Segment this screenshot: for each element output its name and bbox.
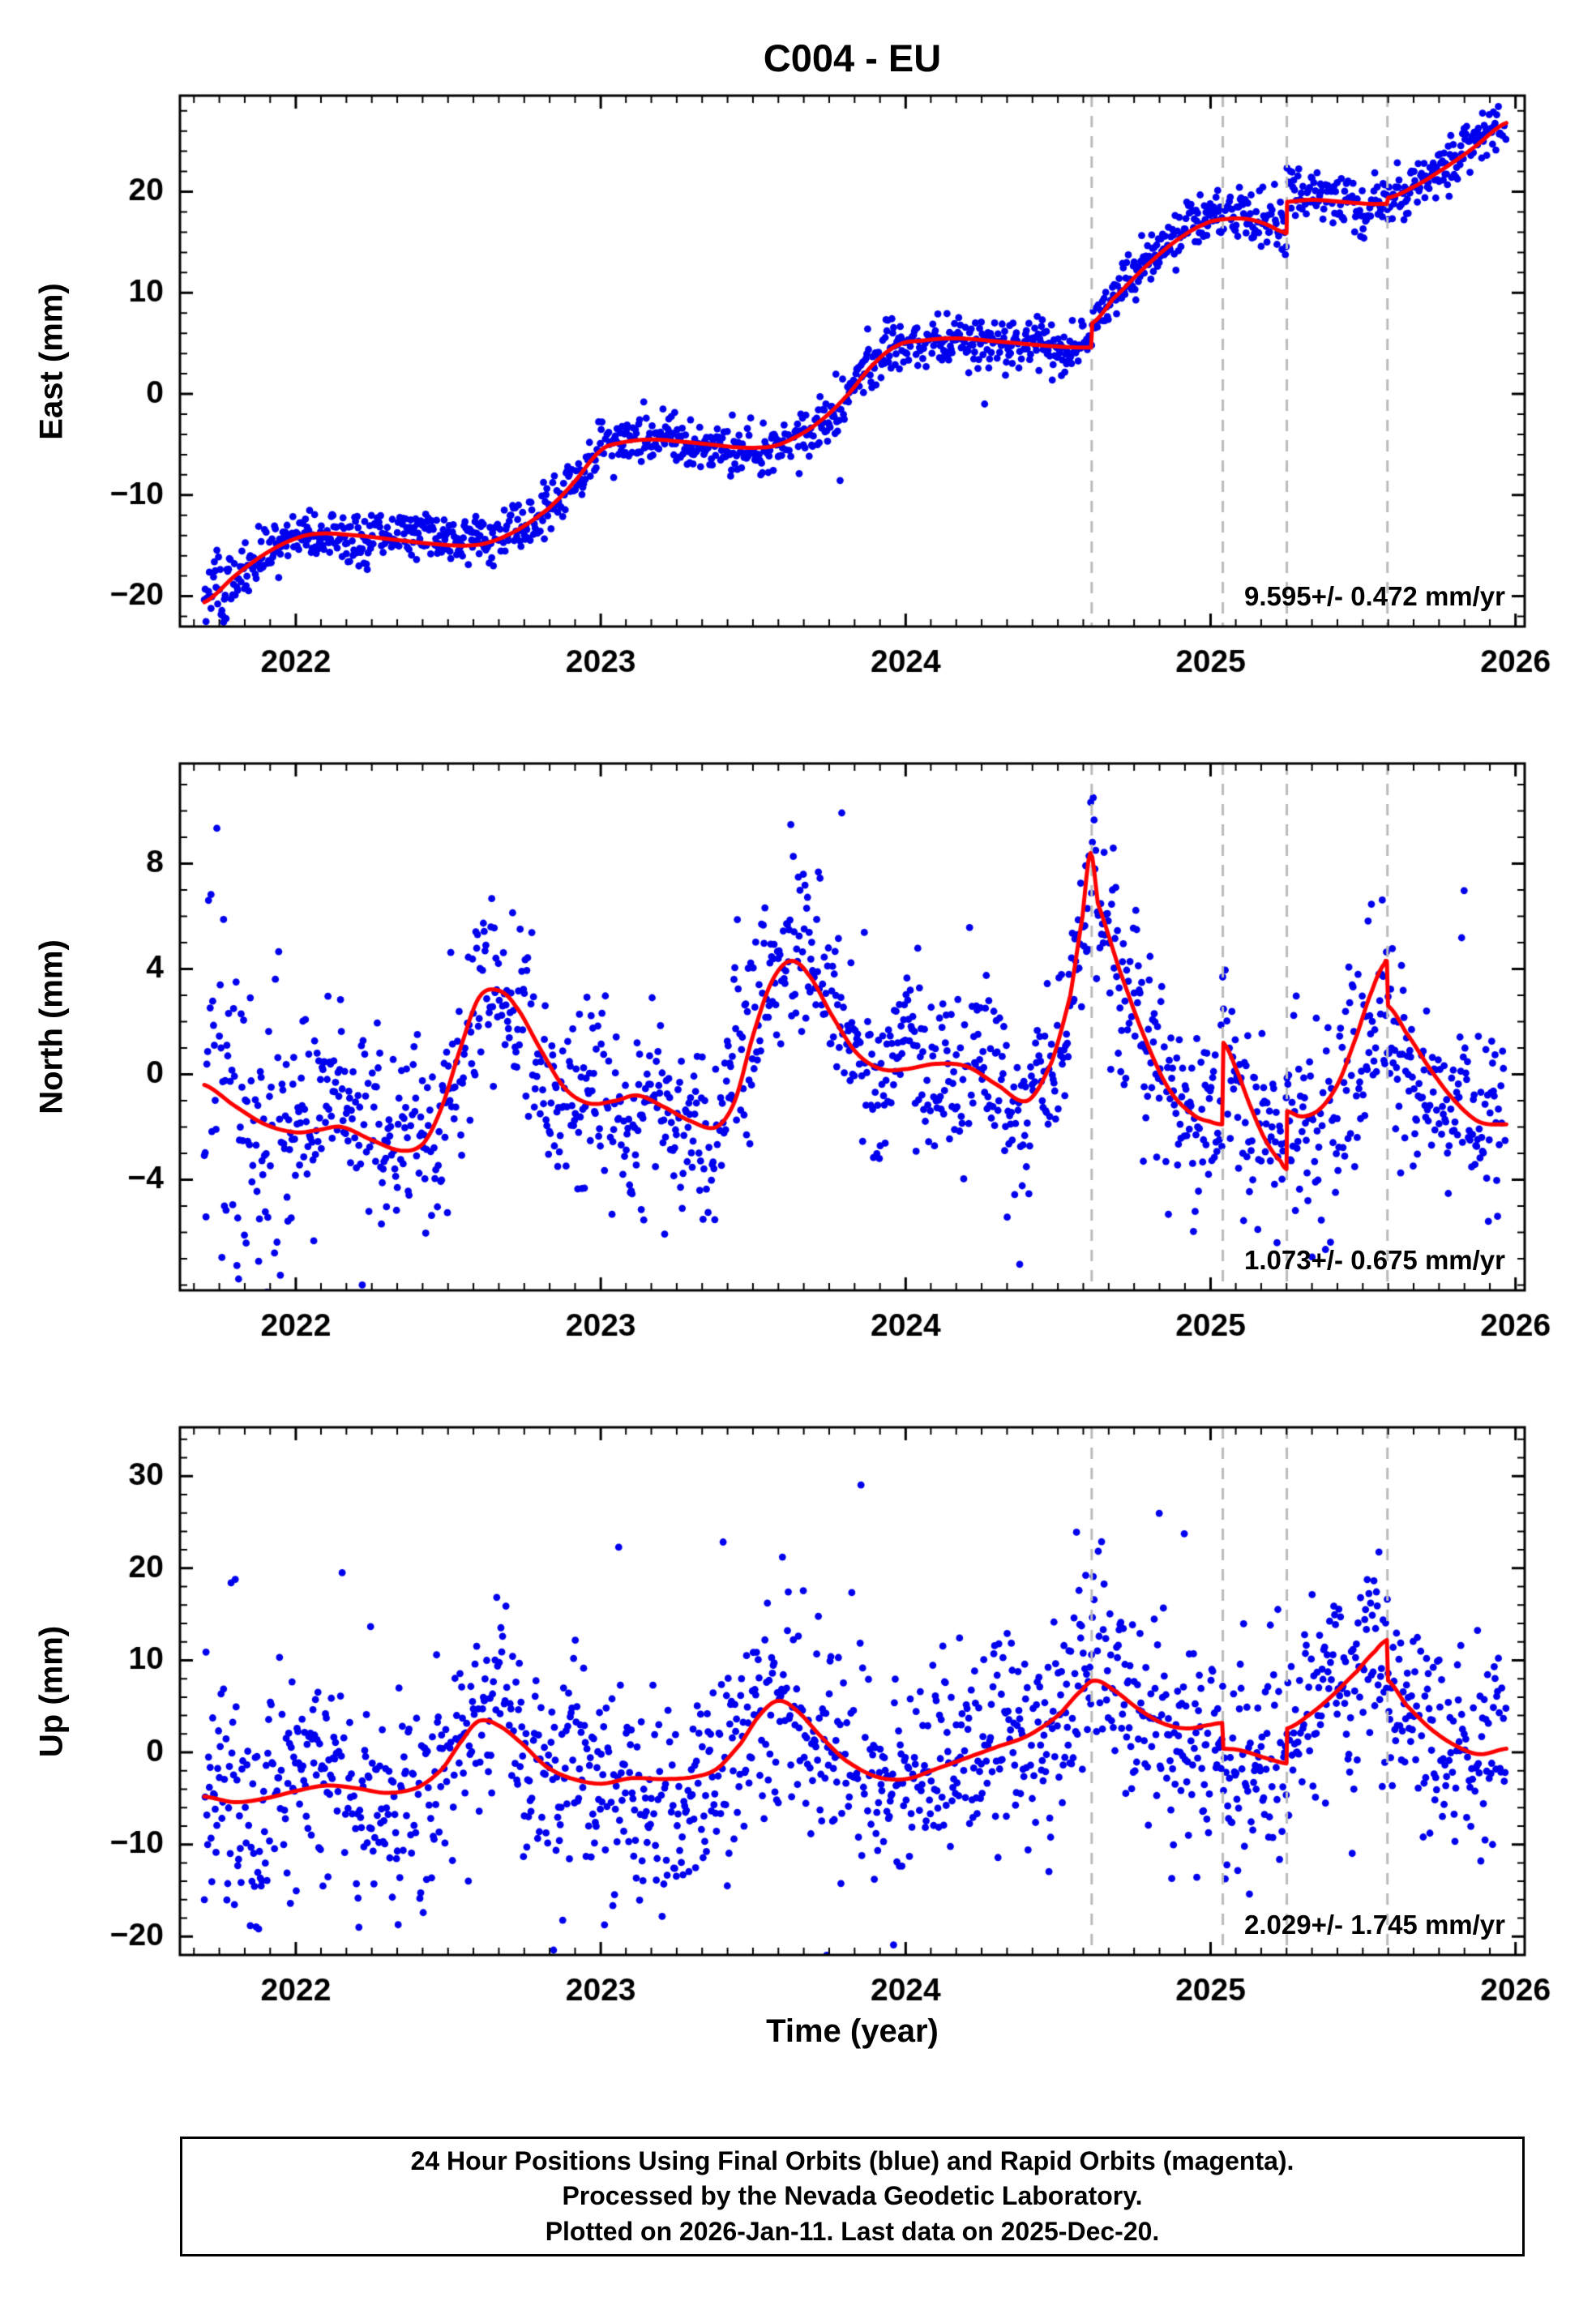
y-axis-label-east: East (mm) [33,283,70,440]
rate-annotation-up: 2.029+/- 1.745 mm/yr [1244,1910,1505,1940]
page-title: C004 - EU [763,36,942,79]
caption-line-1: 24 Hour Positions Using Final Orbits (bl… [410,2145,1294,2175]
caption-box: 24 Hour Positions Using Final Orbits (bl… [180,2137,1525,2256]
rate-annotation-north: 1.073+/- 0.675 mm/yr [1244,1245,1505,1275]
caption-line-2: Processed by the Nevada Geodetic Laborat… [562,2181,1143,2211]
y-axis-label-up: Up (mm) [33,1625,70,1758]
x-axis-label: Time (year) [766,2013,939,2049]
caption-line-3: Plotted on 2026-Jan-11. Last data on 202… [545,2216,1160,2246]
y-axis-label-north: North (mm) [33,939,70,1114]
rate-annotation-east: 9.595+/- 0.472 mm/yr [1244,581,1505,611]
